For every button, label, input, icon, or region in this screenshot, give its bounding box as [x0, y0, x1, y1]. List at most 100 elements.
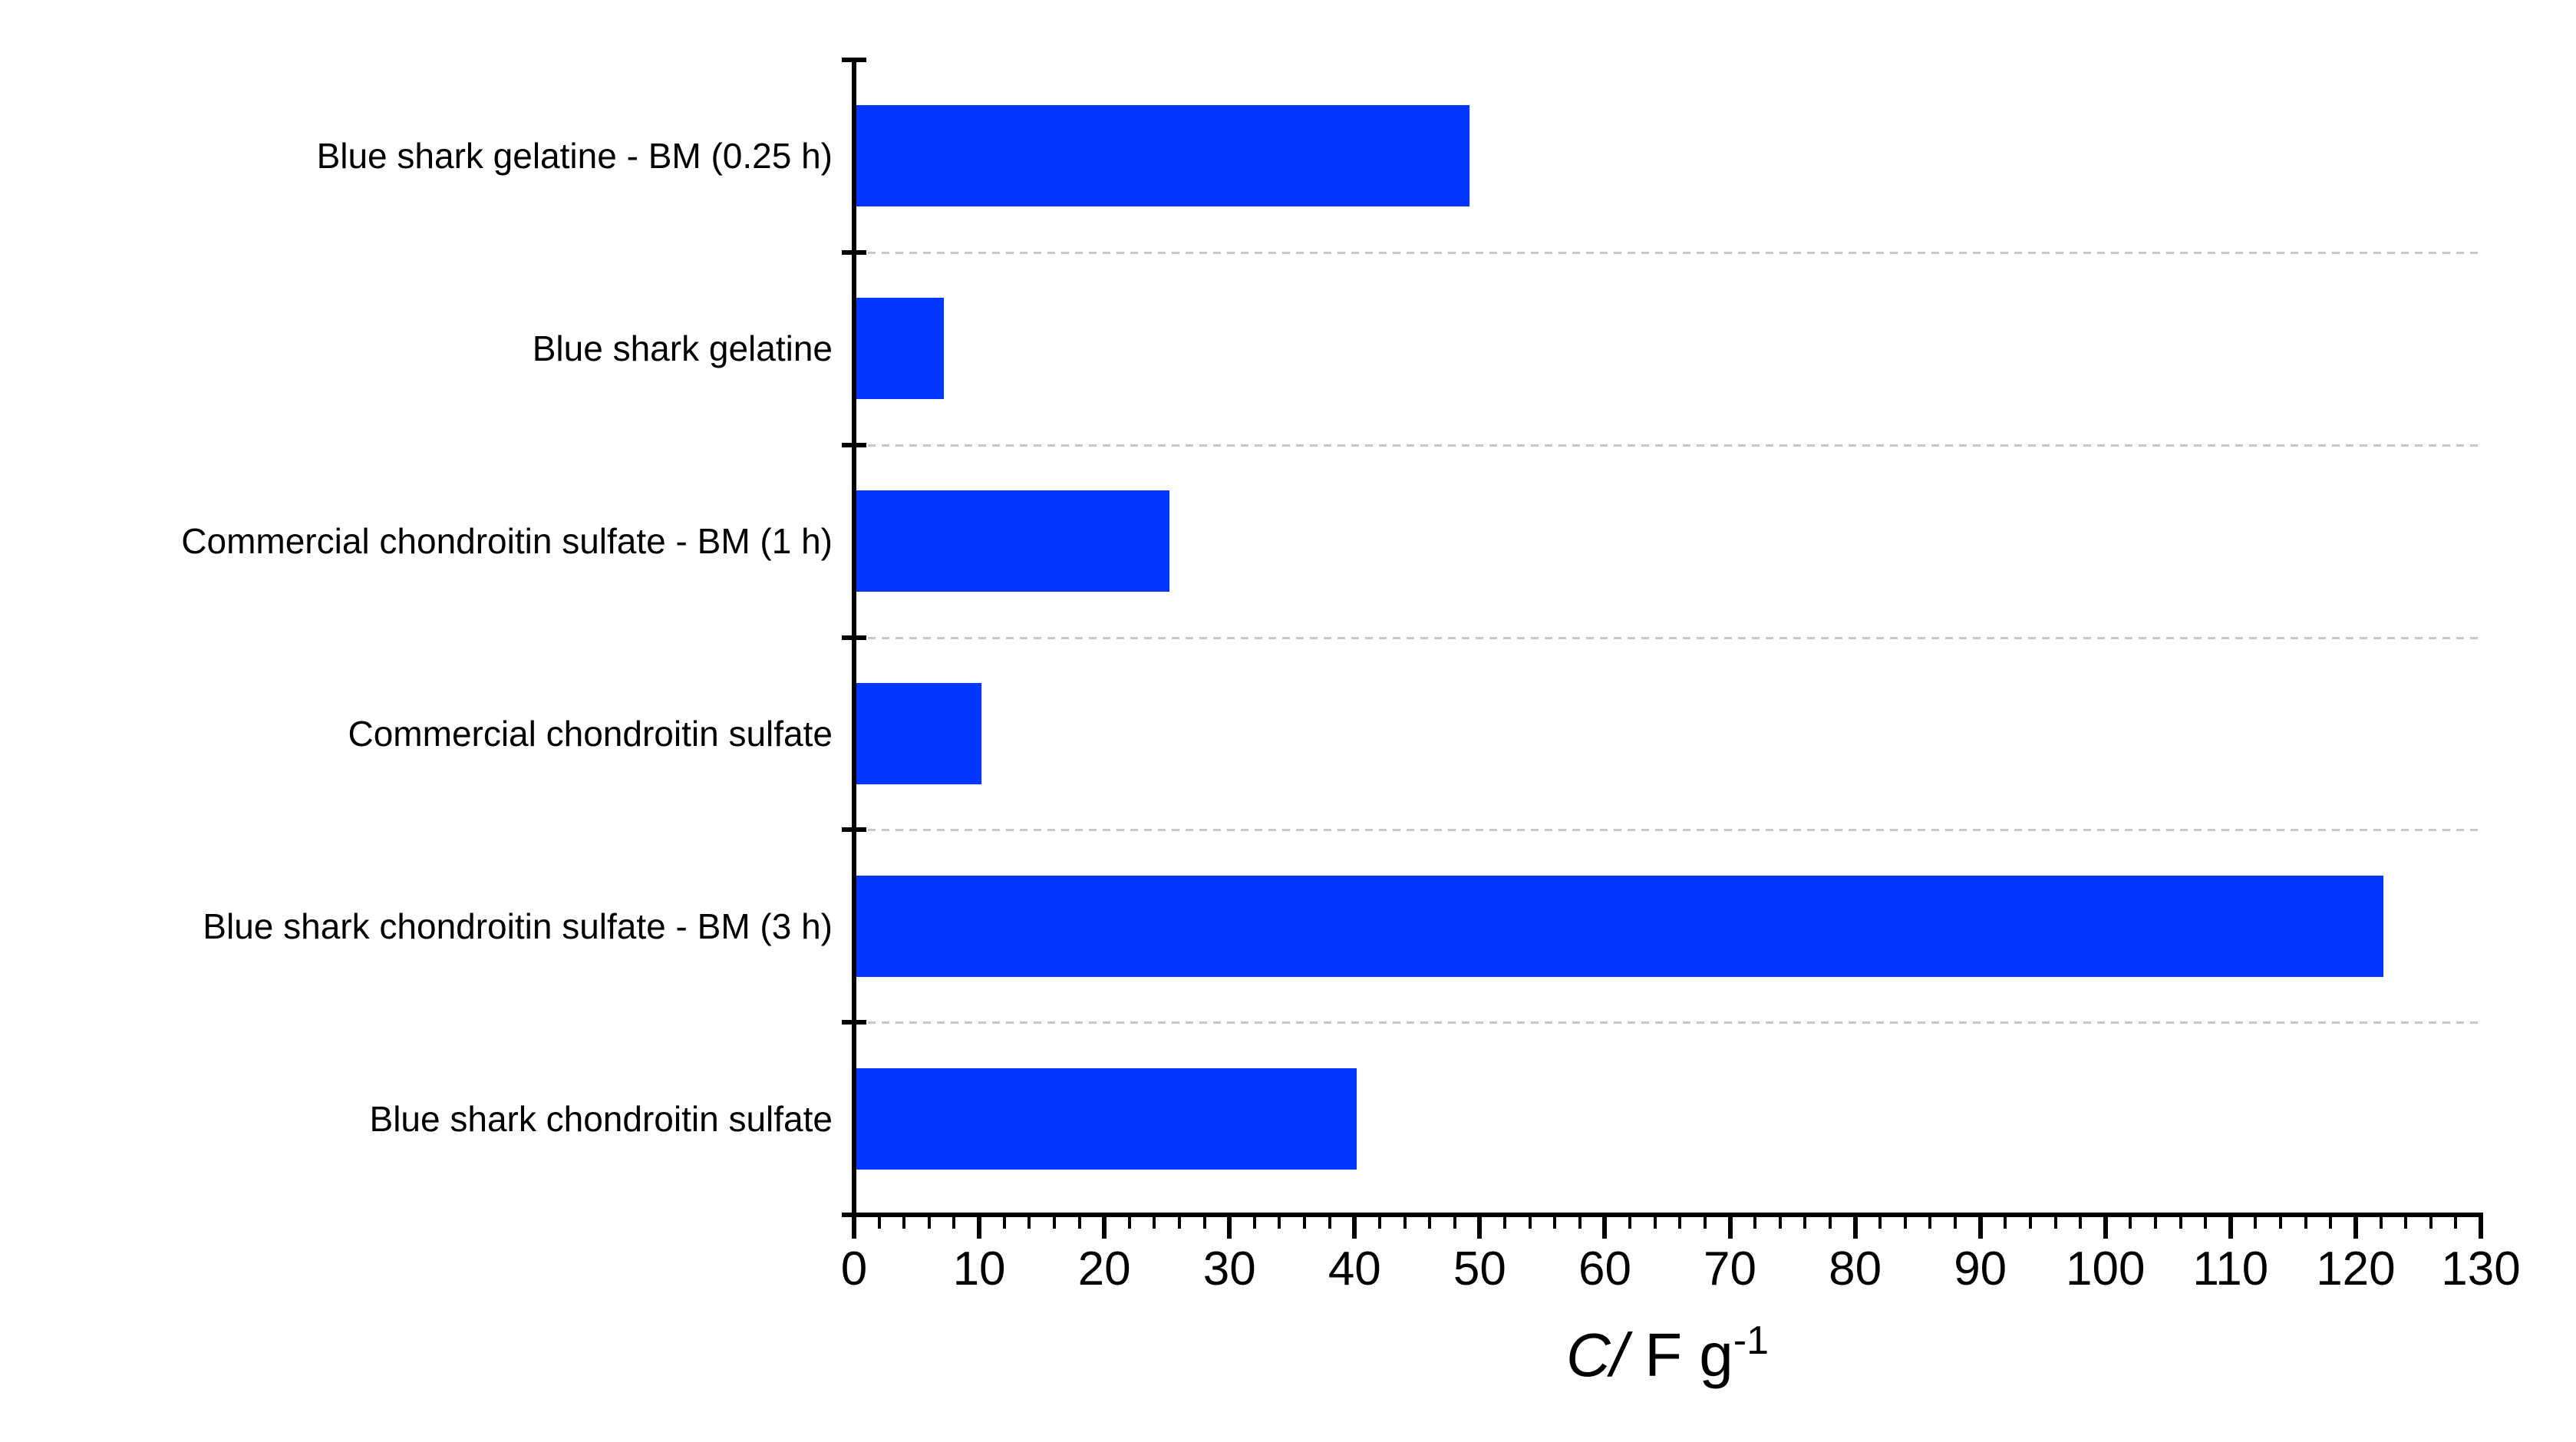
- x-axis-minor-tick: [1753, 1217, 1757, 1229]
- x-axis-title-exponent: -1: [1733, 1318, 1770, 1364]
- bar: [856, 105, 1469, 207]
- category-label: Blue shark chondroitin sulfate - BM (3 h…: [203, 906, 833, 946]
- x-axis-minor-tick: [1428, 1217, 1432, 1229]
- x-axis-minor-tick: [952, 1217, 956, 1229]
- x-axis-major-tick: [977, 1217, 982, 1239]
- x-axis-minor-tick: [1954, 1217, 1958, 1229]
- x-axis-major-tick: [852, 1217, 856, 1239]
- x-axis-minor-tick: [2204, 1217, 2208, 1229]
- x-axis-minor-tick: [1403, 1217, 1407, 1229]
- x-axis-tick-label: 50: [1453, 1242, 1506, 1295]
- x-axis-minor-tick: [2129, 1217, 2132, 1229]
- x-axis-minor-tick: [1077, 1217, 1081, 1229]
- x-axis-tick-label: 100: [2066, 1242, 2146, 1295]
- x-axis-minor-tick: [1703, 1217, 1707, 1229]
- x-axis-minor-tick: [2329, 1217, 2333, 1229]
- x-axis-minor-tick: [1678, 1217, 1682, 1229]
- x-axis-minor-tick: [1252, 1217, 1256, 1229]
- x-axis-major-tick: [2103, 1217, 2108, 1239]
- x-axis-minor-tick: [1052, 1217, 1056, 1229]
- x-axis-major-tick: [1352, 1217, 1357, 1239]
- x-axis-minor-tick: [1328, 1217, 1331, 1229]
- x-axis-minor-tick: [2079, 1217, 2083, 1229]
- x-axis-tick-label: 60: [1578, 1242, 1631, 1295]
- x-axis-title-unit: F g: [1627, 1321, 1733, 1389]
- x-axis-tick-label: 110: [2192, 1242, 2269, 1295]
- x-axis-minor-tick: [2254, 1217, 2258, 1229]
- category-separator-gridline: [868, 636, 2481, 639]
- x-axis-minor-tick: [1878, 1217, 1882, 1229]
- x-axis-minor-tick: [1778, 1217, 1782, 1229]
- x-axis-tick-label: 80: [1829, 1242, 1882, 1295]
- x-axis-minor-tick: [2154, 1217, 2157, 1229]
- x-axis-minor-tick: [927, 1217, 931, 1229]
- x-axis-minor-tick: [1553, 1217, 1557, 1229]
- category-label: Blue shark gelatine - BM (0.25 h): [316, 136, 833, 177]
- x-axis-tick-label: 0: [840, 1242, 868, 1295]
- category-label: Commercial chondroitin sulfate - BM (1 h…: [181, 521, 833, 562]
- x-axis-tick-label: 70: [1704, 1242, 1757, 1295]
- x-axis-major-tick: [2479, 1217, 2483, 1239]
- x-axis-minor-tick: [1303, 1217, 1307, 1229]
- x-axis-tick-label: 130: [2441, 1242, 2521, 1295]
- x-axis-minor-tick: [877, 1217, 881, 1229]
- x-axis-minor-tick: [1202, 1217, 1206, 1229]
- x-axis-tick-label: 20: [1077, 1242, 1131, 1295]
- x-axis-minor-tick: [1628, 1217, 1632, 1229]
- x-axis-minor-tick: [1027, 1217, 1031, 1229]
- x-axis-minor-tick: [2279, 1217, 2283, 1229]
- x-axis-major-tick: [1477, 1217, 1483, 1239]
- x-axis-major-tick: [1852, 1217, 1858, 1239]
- x-axis-major-tick: [2353, 1217, 2358, 1239]
- x-axis-tick-label: 10: [952, 1242, 1006, 1295]
- x-axis-minor-tick: [1803, 1217, 1807, 1229]
- x-axis-minor-tick: [1578, 1217, 1582, 1229]
- x-axis-major-tick: [1102, 1217, 1107, 1239]
- x-axis-minor-tick: [1002, 1217, 1006, 1229]
- category-separator-gridline: [868, 444, 2481, 447]
- x-axis-minor-tick: [1928, 1217, 1932, 1229]
- x-axis-minor-tick: [1178, 1217, 1181, 1229]
- category-label: Commercial chondroitin sulfate: [348, 713, 833, 754]
- x-axis-major-tick: [1227, 1217, 1232, 1239]
- x-axis-major-tick: [2228, 1217, 2233, 1239]
- x-axis-title: C/ F g-1: [1566, 1321, 1769, 1386]
- x-axis-minor-tick: [2028, 1217, 2032, 1229]
- x-axis-tick-label: 90: [1954, 1242, 2007, 1295]
- x-axis-minor-tick: [1153, 1217, 1156, 1229]
- x-axis-tick-label: 120: [2316, 1242, 2396, 1295]
- x-axis-major-tick: [1727, 1217, 1733, 1239]
- category-label: Blue shark chondroitin sulfate: [369, 1098, 833, 1139]
- x-axis-minor-tick: [2429, 1217, 2433, 1229]
- bar: [856, 298, 944, 400]
- x-axis-minor-tick: [2004, 1217, 2007, 1229]
- x-axis-minor-tick: [2304, 1217, 2307, 1229]
- x-axis-major-tick: [1602, 1217, 1608, 1239]
- x-axis-minor-tick: [1903, 1217, 1907, 1229]
- x-axis-minor-tick: [2404, 1217, 2408, 1229]
- bar: [856, 682, 981, 784]
- x-axis-minor-tick: [1278, 1217, 1281, 1229]
- x-axis-minor-tick: [2454, 1217, 2458, 1229]
- x-axis-minor-tick: [1829, 1217, 1832, 1229]
- x-axis-minor-tick: [1127, 1217, 1131, 1229]
- category-separator-gridline: [868, 251, 2481, 254]
- bar: [856, 490, 1169, 592]
- x-axis-major-tick: [1977, 1217, 1983, 1239]
- bar: [856, 1067, 1357, 1170]
- x-axis-minor-tick: [2053, 1217, 2057, 1229]
- x-axis-line: [852, 1213, 2483, 1217]
- x-axis-minor-tick: [1503, 1217, 1506, 1229]
- x-axis-minor-tick: [902, 1217, 906, 1229]
- category-separator-gridline: [868, 829, 2481, 832]
- x-axis-minor-tick: [1528, 1217, 1532, 1229]
- x-axis-minor-tick: [1653, 1217, 1657, 1229]
- bar: [856, 875, 2383, 977]
- x-axis-minor-tick: [2179, 1217, 2182, 1229]
- x-axis-minor-tick: [1377, 1217, 1381, 1229]
- category-separator-gridline: [868, 1021, 2481, 1025]
- x-axis-tick-label: 30: [1202, 1242, 1256, 1295]
- x-axis-title-quantity: C/: [1565, 1321, 1628, 1389]
- x-axis-tick-label: 40: [1328, 1242, 1381, 1295]
